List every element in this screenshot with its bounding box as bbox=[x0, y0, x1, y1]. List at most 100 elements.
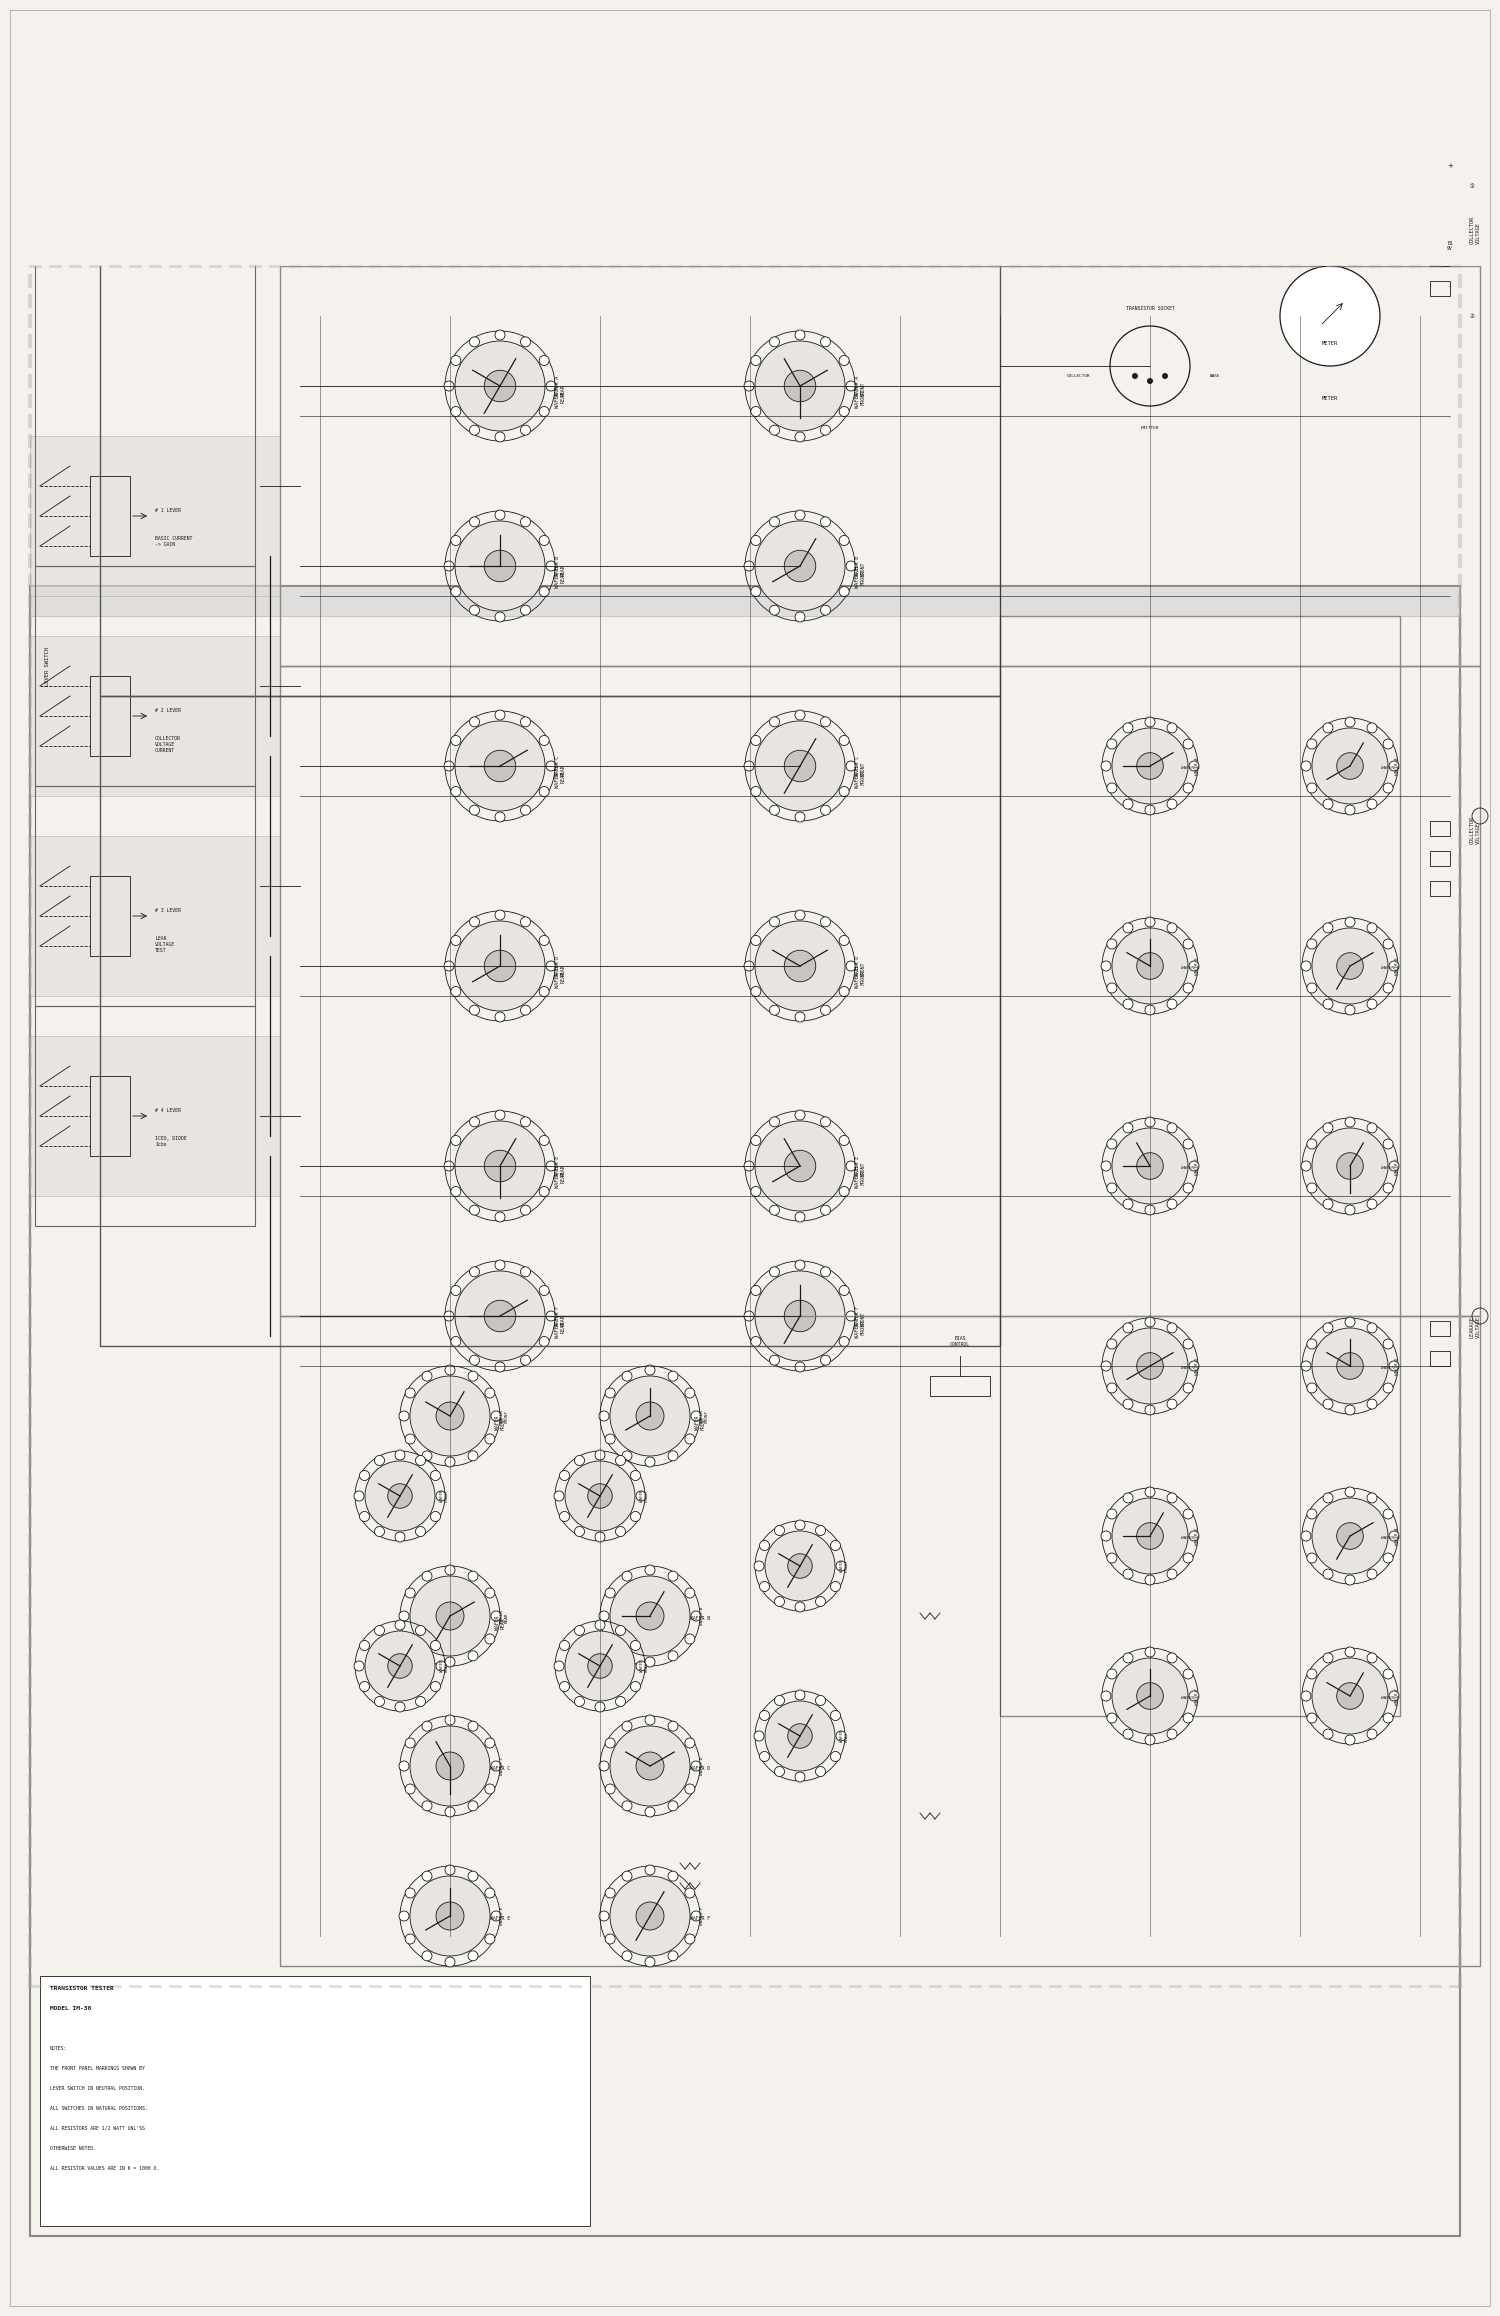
Circle shape bbox=[446, 1566, 454, 1575]
Text: WAFER F: WAFER F bbox=[1382, 1695, 1400, 1700]
Circle shape bbox=[1306, 982, 1317, 994]
Circle shape bbox=[405, 1635, 416, 1644]
Circle shape bbox=[752, 936, 760, 945]
Circle shape bbox=[784, 1151, 816, 1181]
Circle shape bbox=[538, 535, 549, 547]
Circle shape bbox=[784, 551, 816, 581]
Circle shape bbox=[604, 1737, 615, 1749]
Circle shape bbox=[405, 1888, 416, 1899]
Text: COLLECTOR
VOLTAGE
CURRENT: COLLECTOR VOLTAGE CURRENT bbox=[154, 736, 182, 753]
Circle shape bbox=[1124, 1494, 1132, 1503]
Text: BASIC CURRENT
-> GAIN: BASIC CURRENT -> GAIN bbox=[154, 535, 192, 547]
Bar bbox=[30, 586, 1460, 2235]
Text: WAFER D: WAFER D bbox=[1382, 1366, 1400, 1371]
Circle shape bbox=[444, 1311, 454, 1320]
Text: WAFER B: WAFER B bbox=[1196, 957, 1198, 975]
Circle shape bbox=[770, 1204, 780, 1216]
Circle shape bbox=[1144, 806, 1155, 815]
Circle shape bbox=[430, 1681, 441, 1691]
Circle shape bbox=[836, 1730, 846, 1742]
Circle shape bbox=[1107, 1670, 1118, 1679]
Circle shape bbox=[468, 1950, 478, 1962]
Circle shape bbox=[574, 1626, 585, 1635]
Circle shape bbox=[1389, 1531, 1400, 1540]
Circle shape bbox=[560, 1640, 570, 1651]
Circle shape bbox=[1190, 1691, 1198, 1700]
Circle shape bbox=[839, 987, 849, 996]
Circle shape bbox=[1336, 1684, 1364, 1709]
Text: # 1 LEVER: # 1 LEVER bbox=[154, 510, 182, 514]
Circle shape bbox=[484, 750, 516, 783]
Circle shape bbox=[1107, 1554, 1118, 1563]
Circle shape bbox=[636, 1751, 664, 1781]
Circle shape bbox=[795, 1519, 806, 1531]
Circle shape bbox=[410, 1876, 491, 1957]
Circle shape bbox=[831, 1582, 840, 1591]
Circle shape bbox=[1107, 1510, 1118, 1519]
Bar bbox=[1430, 880, 1450, 896]
Circle shape bbox=[846, 762, 856, 771]
Circle shape bbox=[1383, 982, 1394, 994]
Circle shape bbox=[645, 1457, 656, 1466]
Circle shape bbox=[520, 336, 531, 347]
Circle shape bbox=[774, 1596, 784, 1607]
Circle shape bbox=[1323, 1399, 1334, 1408]
Circle shape bbox=[596, 1450, 604, 1459]
Circle shape bbox=[1389, 762, 1400, 771]
Circle shape bbox=[430, 1640, 441, 1651]
Circle shape bbox=[839, 535, 849, 547]
Circle shape bbox=[538, 1135, 549, 1146]
Circle shape bbox=[405, 1434, 416, 1443]
Circle shape bbox=[1190, 961, 1198, 970]
Circle shape bbox=[774, 1526, 784, 1536]
Circle shape bbox=[1312, 1498, 1388, 1575]
Circle shape bbox=[630, 1471, 640, 1480]
Text: BASE: BASE bbox=[1210, 373, 1221, 378]
Circle shape bbox=[436, 1901, 463, 1929]
Circle shape bbox=[686, 1387, 694, 1399]
Text: WAFER
REAR: WAFER REAR bbox=[495, 1617, 506, 1630]
Circle shape bbox=[538, 408, 549, 417]
Circle shape bbox=[468, 1371, 478, 1380]
Circle shape bbox=[1167, 1570, 1178, 1580]
Circle shape bbox=[630, 1640, 640, 1651]
Circle shape bbox=[686, 1589, 694, 1598]
Text: WAFER F
FRONT: WAFER F FRONT bbox=[855, 1306, 865, 1327]
Circle shape bbox=[495, 910, 506, 919]
Circle shape bbox=[354, 1492, 364, 1501]
Text: B1
9V: B1 9V bbox=[1448, 241, 1454, 252]
Circle shape bbox=[1107, 1139, 1118, 1149]
Circle shape bbox=[1124, 1123, 1132, 1133]
Text: WAFER
FRONT: WAFER FRONT bbox=[440, 1489, 448, 1503]
Circle shape bbox=[636, 1901, 664, 1929]
Circle shape bbox=[1389, 1160, 1400, 1172]
Circle shape bbox=[795, 1109, 806, 1121]
Text: WAFER
FRONT: WAFER FRONT bbox=[840, 1559, 849, 1573]
Text: WAFER D
REAR: WAFER D REAR bbox=[555, 957, 566, 975]
Text: WAFER D: WAFER D bbox=[690, 1767, 709, 1772]
Circle shape bbox=[1112, 929, 1188, 1005]
Text: LEVER SWITCH: LEVER SWITCH bbox=[45, 646, 50, 686]
Circle shape bbox=[744, 382, 754, 391]
Circle shape bbox=[452, 1285, 460, 1295]
Bar bbox=[90, 875, 130, 957]
Circle shape bbox=[1101, 1531, 1112, 1540]
Circle shape bbox=[436, 1751, 463, 1781]
Text: WAFER D
FRONT: WAFER D FRONT bbox=[855, 966, 865, 989]
Circle shape bbox=[538, 1186, 549, 1197]
Circle shape bbox=[554, 1661, 564, 1672]
Circle shape bbox=[645, 1716, 656, 1725]
Circle shape bbox=[1112, 1327, 1188, 1403]
Text: WAFER A: WAFER A bbox=[1382, 767, 1400, 769]
Circle shape bbox=[598, 1911, 609, 1920]
Circle shape bbox=[1137, 1153, 1164, 1179]
Circle shape bbox=[668, 1651, 678, 1661]
Circle shape bbox=[846, 560, 856, 572]
Circle shape bbox=[484, 1888, 495, 1899]
Circle shape bbox=[1190, 762, 1198, 771]
Text: ALL SWITCHES IN NATURAL POSITIONS.: ALL SWITCHES IN NATURAL POSITIONS. bbox=[50, 2105, 147, 2110]
Bar bbox=[34, 245, 255, 565]
Circle shape bbox=[1124, 1654, 1132, 1663]
Circle shape bbox=[1101, 1691, 1112, 1700]
Circle shape bbox=[1336, 1153, 1364, 1179]
